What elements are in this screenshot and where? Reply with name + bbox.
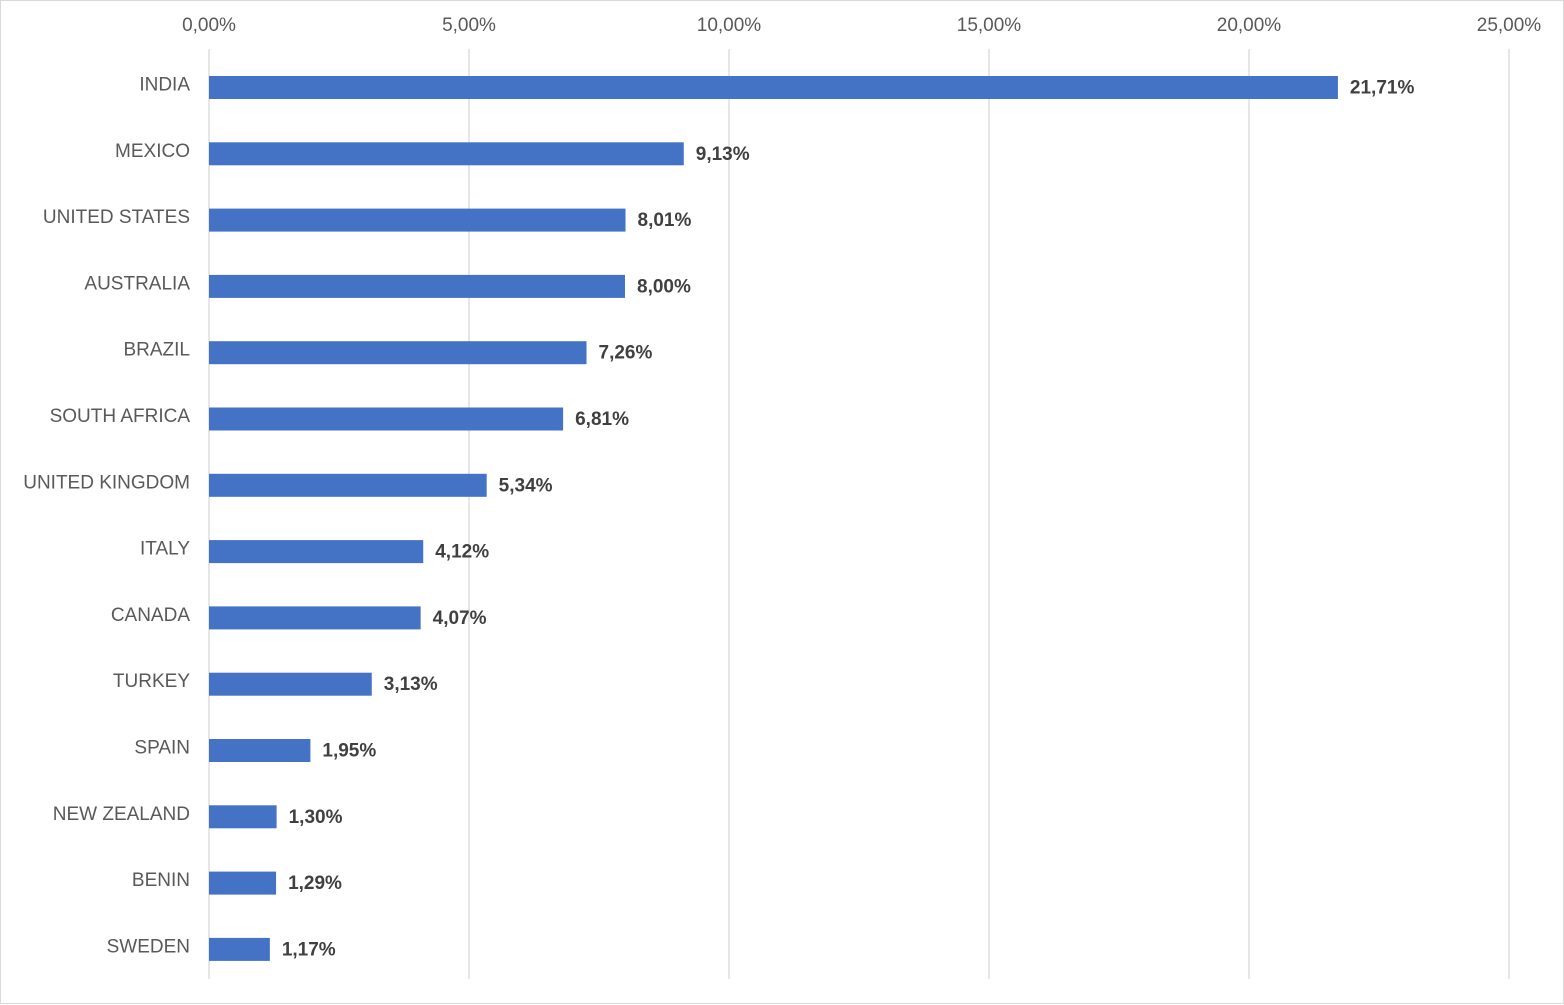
bar-australia — [209, 274, 625, 298]
bar-italy — [209, 540, 424, 564]
bar-india — [209, 76, 1338, 99]
x-tick-label: 5,00% — [442, 15, 496, 36]
category-label: NEW ZEALAND — [53, 804, 190, 825]
data-label: 1,30% — [289, 807, 343, 828]
bar-spain — [209, 739, 311, 762]
bar-sweden — [209, 937, 270, 961]
category-label: BRAZIL — [123, 340, 190, 361]
data-label: 1,95% — [322, 741, 376, 762]
data-label: 5,34% — [499, 475, 553, 496]
category-label: SPAIN — [134, 738, 190, 759]
category-label: ITALY — [140, 539, 190, 560]
category-label: UNITED STATES — [43, 207, 190, 228]
category-label: TURKEY — [113, 671, 190, 692]
category-label: SOUTH AFRICA — [50, 406, 191, 427]
data-label: 1,29% — [288, 873, 342, 894]
gridlines — [208, 49, 1510, 979]
category-label: CANADA — [111, 605, 191, 626]
data-label: 9,13% — [696, 144, 750, 165]
data-label: 3,13% — [384, 674, 438, 695]
x-tick-label: 20,00% — [1217, 15, 1282, 36]
x-tick-label: 10,00% — [697, 15, 762, 36]
x-tick-label: 25,00% — [1477, 15, 1542, 36]
bar-brazil — [209, 341, 587, 365]
data-label: 6,81% — [575, 409, 629, 430]
data-label: 1,17% — [282, 939, 336, 960]
bar-south-africa — [209, 407, 564, 431]
category-labels: INDIA MEXICO UNITED STATES AUSTRALIA BRAZIL S… — [23, 75, 190, 958]
data-label: 7,26% — [599, 343, 653, 364]
x-axis-ticks: 0,00% 5,00% 10,00% 15,00% 20,00% 25,00% — [182, 15, 1541, 36]
data-label: 8,00% — [637, 276, 691, 297]
category-label: UNITED KINGDOM — [23, 472, 190, 493]
data-label: 21,71% — [1350, 78, 1415, 99]
data-label: 4,12% — [435, 542, 489, 563]
data-label: 4,07% — [433, 608, 487, 629]
data-labels: 21,71% 9,13% 8,01% 8,00% 7,26% 6,81% 5,34% 4,12… — [282, 78, 1415, 961]
x-tick-label: 0,00% — [182, 15, 236, 36]
bar-turkey — [209, 672, 372, 696]
bar-united-states — [209, 208, 626, 232]
category-label: INDIA — [139, 75, 190, 96]
data-label: 8,01% — [638, 210, 692, 231]
bar-new-zealand — [209, 805, 277, 829]
bar-mexico — [209, 142, 684, 166]
x-tick-label: 15,00% — [957, 15, 1022, 36]
bar-canada — [209, 606, 421, 630]
bar-benin — [209, 871, 277, 895]
category-label: SWEDEN — [107, 936, 190, 957]
category-label: AUSTRALIA — [84, 273, 190, 294]
category-label: BENIN — [132, 870, 190, 891]
category-label: MEXICO — [115, 141, 190, 162]
bars — [209, 76, 1338, 961]
bar-united-kingdom — [209, 473, 487, 497]
